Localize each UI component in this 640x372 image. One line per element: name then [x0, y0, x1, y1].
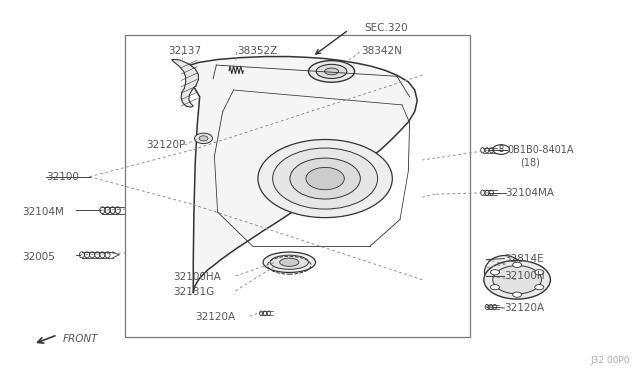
Ellipse shape: [308, 61, 355, 82]
Text: 32120A: 32120A: [195, 312, 236, 322]
Circle shape: [199, 136, 208, 141]
Circle shape: [513, 262, 522, 267]
Circle shape: [484, 260, 550, 299]
Text: 32100: 32100: [46, 172, 79, 182]
Text: 38352Z: 38352Z: [237, 46, 277, 56]
Text: 32100H: 32100H: [504, 271, 545, 281]
Text: B: B: [499, 145, 504, 154]
Text: FRONT: FRONT: [63, 334, 98, 343]
Text: 32005: 32005: [22, 252, 55, 262]
Text: 32120A: 32120A: [504, 303, 545, 313]
Ellipse shape: [270, 255, 308, 269]
Ellipse shape: [324, 68, 339, 75]
Text: 32120P: 32120P: [146, 140, 185, 150]
Circle shape: [273, 148, 378, 209]
Text: 32104MA: 32104MA: [506, 188, 555, 198]
Bar: [125, 35, 470, 337]
Polygon shape: [182, 57, 417, 293]
Ellipse shape: [316, 64, 347, 78]
Text: 32100HA: 32100HA: [173, 272, 221, 282]
Ellipse shape: [263, 252, 316, 272]
Text: 0B1B0-8401A: 0B1B0-8401A: [508, 145, 574, 154]
Circle shape: [535, 270, 544, 275]
Text: 32814E: 32814E: [504, 254, 544, 263]
Text: (18): (18): [520, 158, 540, 168]
Circle shape: [493, 266, 541, 294]
Text: 38342N: 38342N: [362, 46, 403, 56]
Circle shape: [535, 285, 544, 290]
Circle shape: [195, 133, 212, 144]
Text: 32131G: 32131G: [173, 287, 214, 297]
Circle shape: [490, 270, 499, 275]
Ellipse shape: [280, 258, 299, 266]
Circle shape: [258, 140, 392, 218]
Ellipse shape: [484, 256, 524, 289]
Text: 32104M: 32104M: [22, 207, 64, 217]
Circle shape: [290, 158, 360, 199]
Text: J32 00P0: J32 00P0: [591, 356, 630, 365]
Text: 32137: 32137: [168, 46, 202, 56]
Polygon shape: [172, 60, 198, 107]
Circle shape: [490, 285, 499, 290]
Circle shape: [513, 292, 522, 297]
Circle shape: [306, 167, 344, 190]
Text: SEC.320: SEC.320: [365, 23, 408, 33]
